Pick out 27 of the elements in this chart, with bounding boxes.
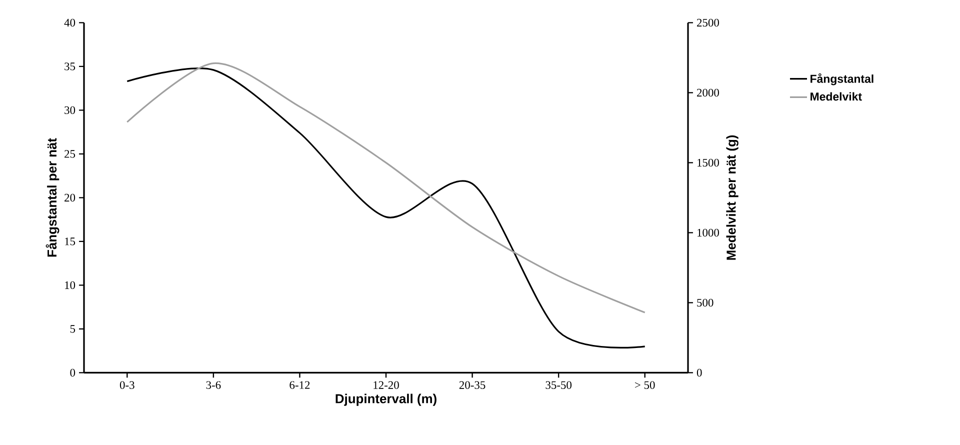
y-tick-label: 25 xyxy=(64,150,76,158)
y2-tick-label: 1500 xyxy=(698,158,719,167)
x-tick-label: 0-3 xyxy=(120,381,134,389)
x-tick-label: 6-12 xyxy=(290,381,310,389)
y-tick-label: 0 xyxy=(70,368,76,377)
y-axis-title: Fångstantal per nät xyxy=(46,138,60,257)
x-tick-label: 35-50 xyxy=(546,381,572,389)
y-tick-label: 40 xyxy=(64,18,76,27)
y-tick-label: 5 xyxy=(70,325,76,333)
legend-label: Medelvikt xyxy=(810,92,862,101)
y2-tick-label: 2000 xyxy=(697,88,719,97)
y2-tick-label: 2500 xyxy=(697,18,719,27)
x-tick-label: 3-6 xyxy=(206,381,221,389)
y-tick-label: 10 xyxy=(65,281,76,290)
y2-tick-label: 500 xyxy=(697,298,714,307)
y2-axis-title: Medelvikt per nät (g) xyxy=(726,135,738,260)
y2-tick-label: 0 xyxy=(696,368,702,377)
y-tick-label: 30 xyxy=(64,106,76,114)
legend-label: Fångstantal xyxy=(810,73,874,86)
x-tick-label: 20-35 xyxy=(459,381,486,389)
x-axis-title: Djupintervall (m) xyxy=(336,394,436,406)
y2-tick-label: 1000 xyxy=(698,228,719,237)
x-tick-label: > 50 xyxy=(635,381,655,389)
y-tick-label: 35 xyxy=(64,62,76,70)
y-tick-label: 20 xyxy=(64,194,76,202)
y-tick-label: 15 xyxy=(65,238,76,246)
x-tick-label: 12-20 xyxy=(374,381,399,389)
